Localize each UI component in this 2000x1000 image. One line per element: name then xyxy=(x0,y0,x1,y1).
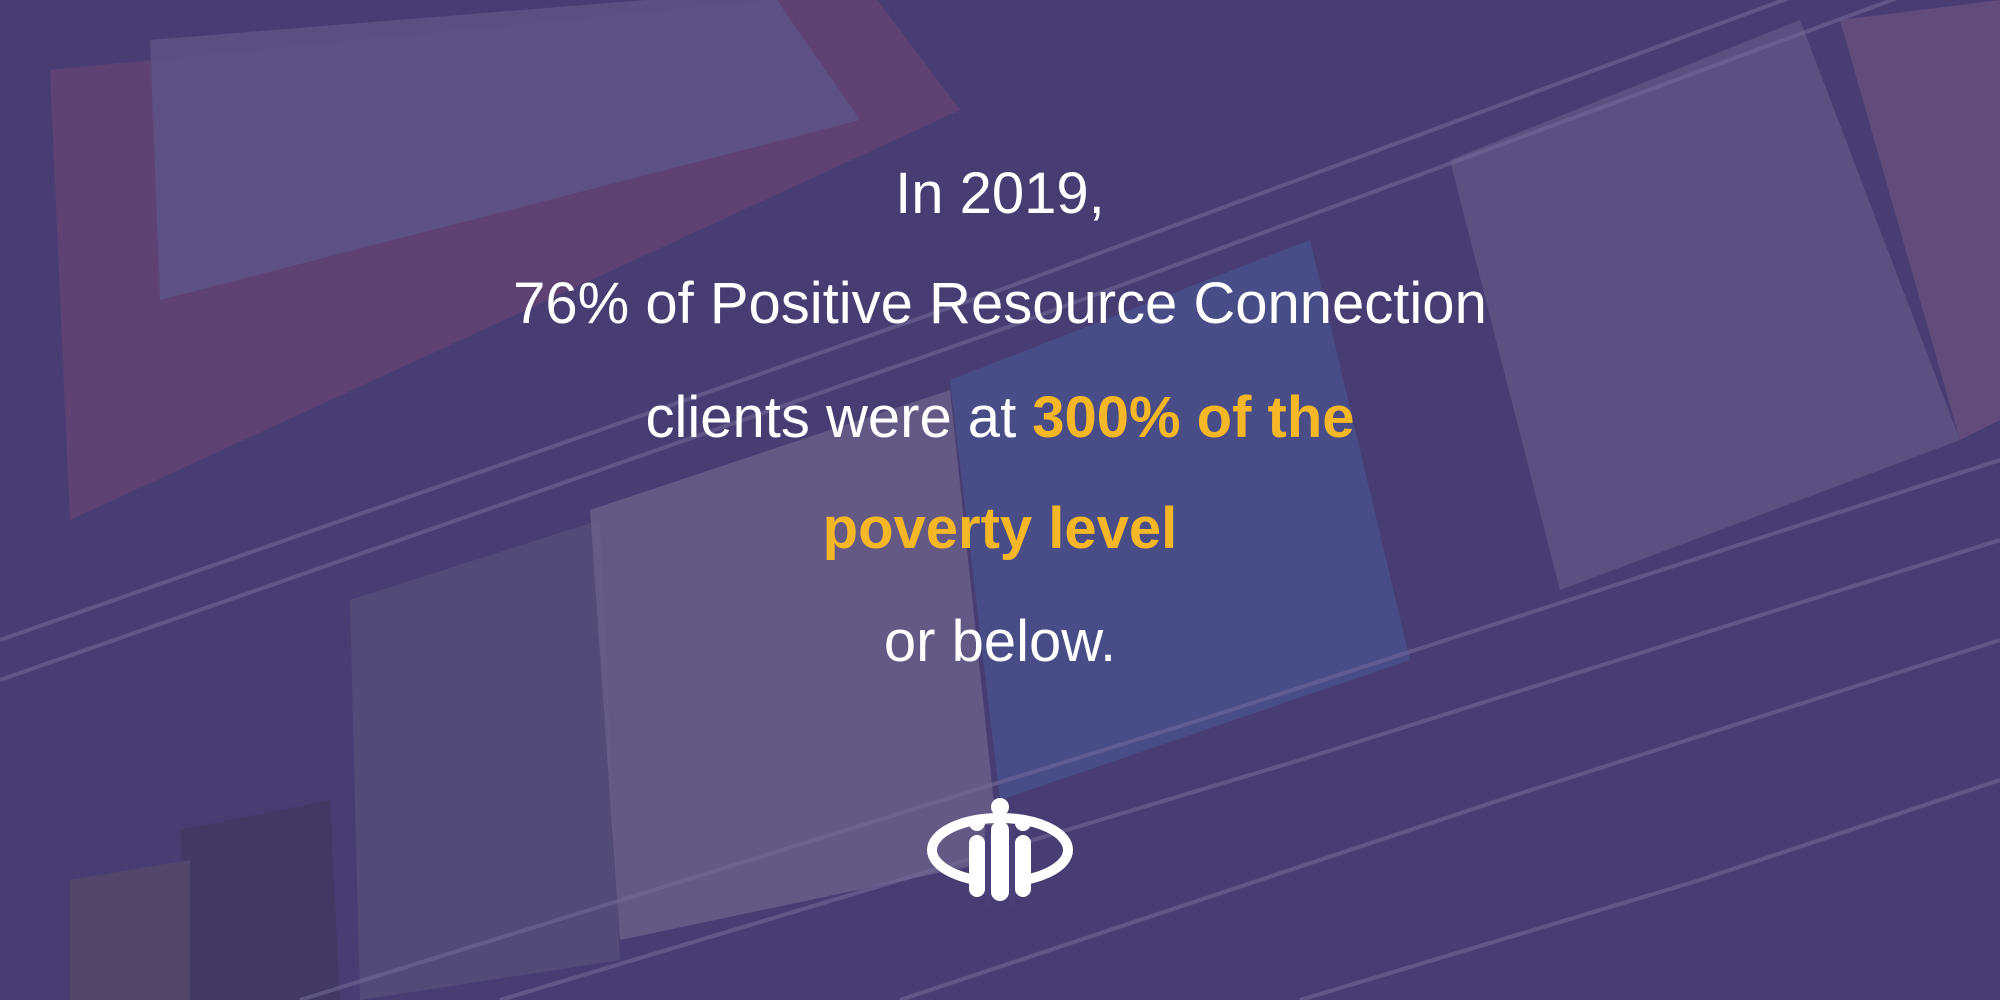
text-line: clients were at 300% of the xyxy=(0,383,2000,453)
logo xyxy=(927,798,1073,905)
text-line: In 2019, xyxy=(895,161,1105,226)
highlight-text: 300% of the xyxy=(1032,385,1355,450)
text-segment: clients were at xyxy=(645,385,1017,450)
highlight-text: poverty level xyxy=(822,496,1178,561)
text-line: or below. xyxy=(883,609,1117,674)
text-line: 76% of Positive Resource Connection xyxy=(513,271,1487,336)
